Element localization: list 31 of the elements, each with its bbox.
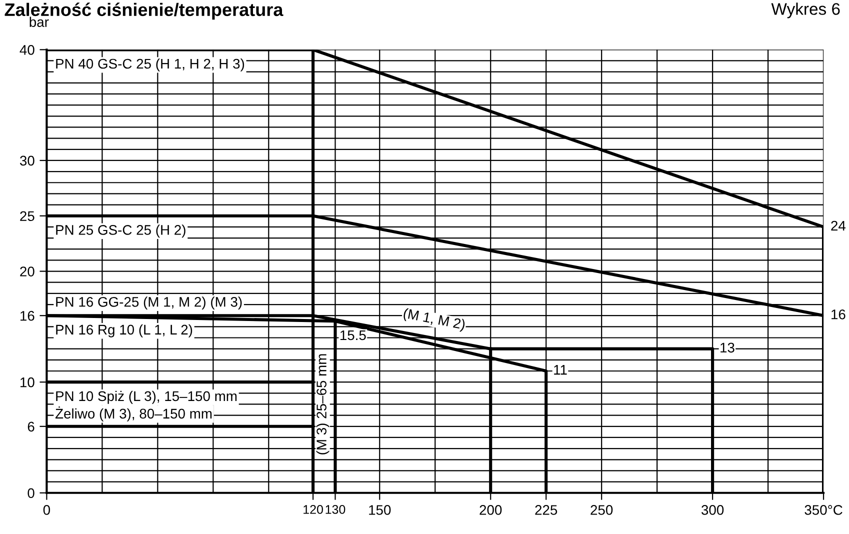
y-tick-label: 6	[28, 422, 34, 432]
y-tick-label: 25	[20, 211, 34, 222]
series-label: Żeliwo (M 3), 80–150 mm	[55, 406, 212, 422]
annotation: 16	[832, 309, 846, 320]
x-tick-label: 350°C	[804, 505, 842, 515]
annotation: 13	[720, 342, 734, 353]
y-tick-label: 40	[20, 44, 34, 55]
x-tick-label: 150	[369, 505, 391, 515]
annotation: 24	[831, 220, 846, 231]
y-tick-label: 16	[20, 310, 34, 321]
annotation: 11	[554, 365, 567, 375]
x-tick-label: 250	[590, 505, 613, 515]
x-tick-label: 0	[43, 505, 50, 515]
legend-label: PN 16 Rg 10 (L 1, L 2)	[56, 324, 192, 338]
legend-label: PN 25 GS-C 25 (H 2)	[56, 224, 186, 238]
annotation: (M 1, M 2)	[402, 308, 466, 332]
annotation: 15.5	[340, 330, 366, 340]
legend-label: PN 10 Spiż (L 3), 15–150 mm	[56, 390, 237, 404]
legend-label: PN 40 GS-C 25 (H 1, H 2, H 3)	[56, 58, 244, 72]
y-tick-label: 0	[28, 488, 34, 498]
y-tick-label: 30	[20, 156, 34, 166]
x-tick-label: 120	[304, 505, 323, 514]
series-label: PN 16 GG-25 (M 1, M 2) (M 3)	[56, 296, 242, 310]
annotation: (M 3) 25–65 mm	[316, 354, 330, 454]
y-tick-label: 10	[20, 377, 34, 388]
x-tick-label: 225	[535, 505, 558, 515]
x-tick-label: 200	[480, 505, 502, 515]
text: Wykres 6	[771, 2, 840, 18]
x-tick-label: 130	[326, 505, 346, 514]
x-tick-label: 300	[702, 505, 724, 515]
y-tick-label: 20	[20, 266, 34, 276]
